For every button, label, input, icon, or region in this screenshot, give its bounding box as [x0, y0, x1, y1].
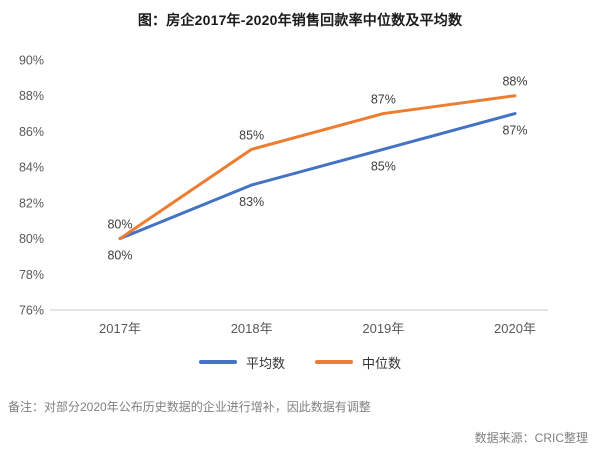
- legend-line-swatch: [315, 360, 353, 364]
- series-line-average: [118, 112, 517, 241]
- y-axis-tick-label: 84%: [19, 161, 44, 175]
- legend-label: 平均数: [245, 355, 285, 371]
- line-chart: 76% 78% 80% 82% 84% 86% 88% 90% 2017年 2018年 2019年 2…: [19, 54, 548, 336]
- series-line-median: [118, 94, 517, 241]
- footnote: 备注：对部分2020年公布历史数据的企业进行增补，因此数据有调整: [8, 400, 371, 414]
- data-source: 数据来源：CRIC整理: [474, 431, 588, 445]
- x-axis-category-label: 2019年: [362, 321, 404, 336]
- data-label-median: 87%: [371, 93, 396, 107]
- x-axis-category-label: 2017年: [99, 321, 141, 336]
- data-label-average: 83%: [239, 195, 264, 209]
- x-axis-category-label: 2020年: [494, 321, 536, 336]
- chart-title: 图：房企2017年-2020年销售回款率中位数及平均数: [137, 12, 463, 28]
- data-label-median: 80%: [107, 218, 132, 232]
- y-axis-tick-label: 78%: [19, 268, 44, 282]
- legend-item-average: 平均数: [198, 353, 285, 372]
- chart-footer: 备注：对部分2020年公布历史数据的企业进行增补，因此数据有调整 数据来源：CR…: [0, 398, 600, 446]
- legend-item-median: 中位数: [315, 353, 401, 372]
- chart-legend: 平均数 中位数: [0, 352, 600, 372]
- data-label-median: 88%: [502, 75, 527, 89]
- y-axis-tick-label: 90%: [19, 54, 44, 68]
- y-axis-tick-label: 88%: [19, 89, 44, 103]
- data-label-average: 87%: [502, 124, 527, 138]
- y-axis-tick-label: 82%: [19, 196, 44, 210]
- y-axis-tick-label: 76%: [19, 304, 44, 318]
- y-axis-tick-label: 86%: [19, 125, 44, 139]
- data-label-median: 85%: [239, 128, 264, 142]
- legend-label: 中位数: [362, 355, 402, 371]
- y-axis-tick-label: 80%: [19, 232, 44, 246]
- data-label-average: 80%: [107, 249, 132, 263]
- data-label-average: 85%: [371, 159, 396, 173]
- legend-line-swatch: [198, 360, 237, 364]
- x-axis-category-label: 2018年: [231, 321, 273, 336]
